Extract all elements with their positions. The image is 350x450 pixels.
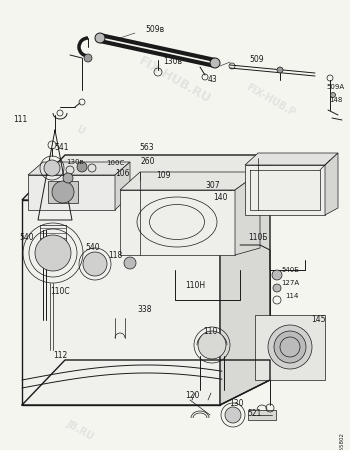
Circle shape [273,284,281,292]
Circle shape [84,54,92,62]
Polygon shape [22,155,270,200]
Circle shape [274,331,306,363]
Circle shape [52,181,74,203]
Text: 110Б: 110Б [248,234,268,243]
Circle shape [268,325,312,369]
Text: 307: 307 [206,181,220,190]
Polygon shape [22,200,220,405]
Circle shape [124,257,136,269]
Text: J.RU: J.RU [68,220,92,240]
Polygon shape [220,155,270,405]
Polygon shape [120,190,235,255]
Text: 521: 521 [248,409,262,418]
Polygon shape [235,172,260,255]
Text: FIX-HUB.RU: FIX-HUB.RU [137,54,213,106]
Text: 114: 114 [285,293,299,299]
Text: U: U [74,124,86,136]
Polygon shape [245,153,338,165]
Circle shape [330,93,336,98]
Text: FIX-HUB.RU: FIX-HUB.RU [137,254,213,306]
Bar [48,181,78,203]
Circle shape [83,252,107,276]
Text: 106: 106 [115,168,129,177]
Text: 509в: 509в [146,26,164,35]
Text: 140: 140 [213,193,227,202]
Text: 120: 120 [185,391,199,400]
Text: 540: 540 [86,243,100,252]
Bar [255,315,325,380]
Polygon shape [115,162,130,210]
Polygon shape [120,172,260,190]
Text: 130в: 130в [66,159,84,165]
Text: 109: 109 [156,171,170,180]
Text: 43: 43 [207,76,217,85]
Text: 260: 260 [141,158,155,166]
Text: 563: 563 [140,144,154,153]
Text: 127A: 127A [281,280,299,286]
Circle shape [198,331,226,359]
Circle shape [35,235,71,271]
Polygon shape [28,175,115,210]
Text: 540Б: 540Б [281,267,299,273]
Text: 100C: 100C [106,160,124,166]
Text: FIX-HUB.RU: FIX-HUB.RU [137,344,213,396]
Circle shape [95,33,105,43]
Bar [248,410,276,420]
Text: JB.RU: JB.RU [64,318,96,342]
Polygon shape [28,162,130,175]
Text: 91465802: 91465802 [340,432,345,450]
Text: FIX-HUB.RU: FIX-HUB.RU [137,154,213,206]
Circle shape [225,407,241,423]
Text: 509A: 509A [327,84,345,90]
Text: 509: 509 [250,55,264,64]
Circle shape [77,162,87,172]
Text: 110Н: 110Н [185,280,205,289]
Text: 112: 112 [53,351,67,360]
Text: 111: 111 [13,116,27,125]
Text: 110С: 110С [50,288,70,297]
Text: FIX-HUB.P: FIX-HUB.P [244,182,296,218]
Text: 540: 540 [20,234,34,243]
Polygon shape [325,153,338,215]
Text: 338: 338 [138,306,152,315]
Circle shape [63,173,73,183]
Text: 130: 130 [229,399,243,408]
Circle shape [272,270,282,280]
Circle shape [277,67,283,73]
Polygon shape [245,165,325,215]
Text: 130в: 130в [163,58,182,67]
Text: FIX-HUB.P: FIX-HUB.P [244,82,296,118]
Circle shape [44,160,60,176]
Text: 118: 118 [108,251,122,260]
Text: JB.RU: JB.RU [64,418,96,442]
Circle shape [210,58,220,68]
Text: 148: 148 [329,97,343,103]
Text: 541: 541 [55,144,69,153]
Text: 145: 145 [311,315,325,324]
Text: 110: 110 [203,328,217,337]
